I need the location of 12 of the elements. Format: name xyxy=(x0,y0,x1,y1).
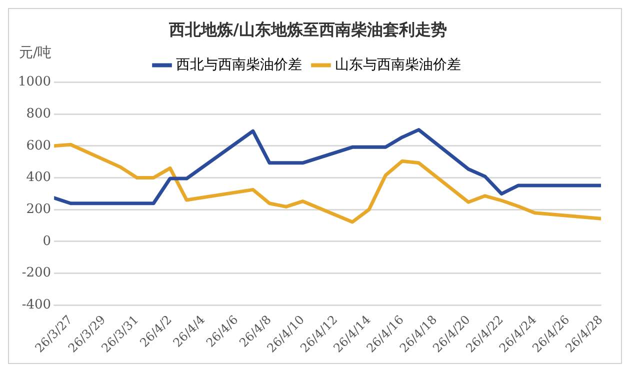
chart-title: 西北地炼/山东地炼至西南柴油套利走势 xyxy=(168,20,447,39)
y-tick-label: 600 xyxy=(26,138,52,154)
y-tick-label: 0 xyxy=(42,234,52,249)
legend-label: 西北与西南柴油价差 xyxy=(176,56,302,73)
y-tick-label: 1000 xyxy=(18,74,52,90)
y-tick-label: -400 xyxy=(22,297,52,312)
y-tick-label: 800 xyxy=(26,106,52,122)
legend-label: 山东与西南柴油价差 xyxy=(335,56,461,73)
y-tick-label: 400 xyxy=(26,170,52,186)
y-tick-label: -200 xyxy=(22,266,52,281)
y-tick-label: 200 xyxy=(26,202,52,217)
y-axis-title: 元/吨 xyxy=(19,45,52,61)
